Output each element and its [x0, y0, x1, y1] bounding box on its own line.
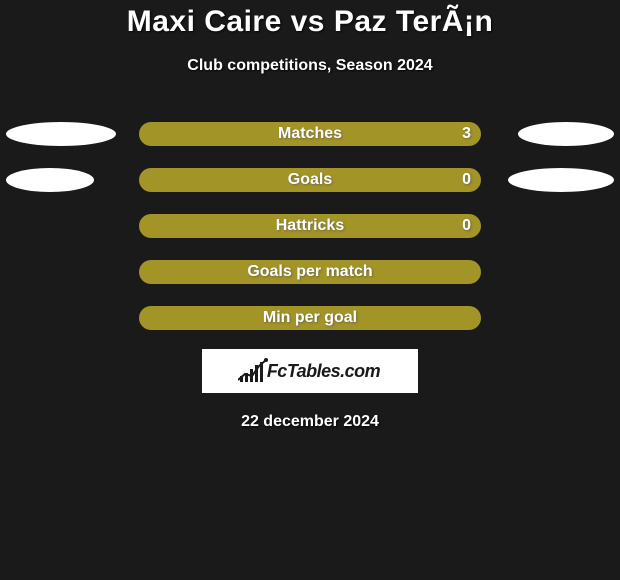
stat-label: Matches — [278, 125, 342, 143]
stat-bar: Goals per match — [139, 260, 481, 284]
stat-row: Goals 0 — [0, 167, 620, 193]
stat-row: Hattricks 0 — [0, 213, 620, 239]
stat-label: Goals — [288, 171, 332, 189]
stat-label: Hattricks — [276, 217, 344, 235]
page-title: Maxi Caire vs Paz TerÃ¡n — [127, 5, 494, 39]
stat-row: Goals per match — [0, 259, 620, 285]
stat-bar: Goals 0 — [139, 168, 481, 192]
stat-bar: Min per goal — [139, 306, 481, 330]
footer-date: 22 december 2024 — [241, 413, 379, 431]
logo-chart-icon — [240, 360, 263, 382]
stat-value-right: 0 — [462, 171, 471, 189]
stat-row: Min per goal — [0, 305, 620, 331]
ellipse-left-icon — [6, 168, 94, 192]
logo-box: FcTables.com — [202, 349, 418, 393]
stat-bar: Hattricks 0 — [139, 214, 481, 238]
stat-bar: Matches 3 — [139, 122, 481, 146]
logo-trend-line-icon — [238, 358, 268, 382]
page-subtitle: Club competitions, Season 2024 — [187, 57, 432, 75]
stat-label: Goals per match — [247, 263, 372, 281]
stat-value-right: 3 — [462, 125, 471, 143]
stat-row: Matches 3 — [0, 121, 620, 147]
logo-text: FcTables.com — [267, 361, 380, 382]
ellipse-left-icon — [6, 122, 116, 146]
ellipse-right-icon — [518, 122, 614, 146]
ellipse-right-icon — [508, 168, 614, 192]
stats-rows-container: Matches 3 Goals 0 Hattricks 0 Goals per match M… — [0, 121, 620, 331]
stat-label: Min per goal — [263, 309, 357, 327]
stat-value-right: 0 — [462, 217, 471, 235]
